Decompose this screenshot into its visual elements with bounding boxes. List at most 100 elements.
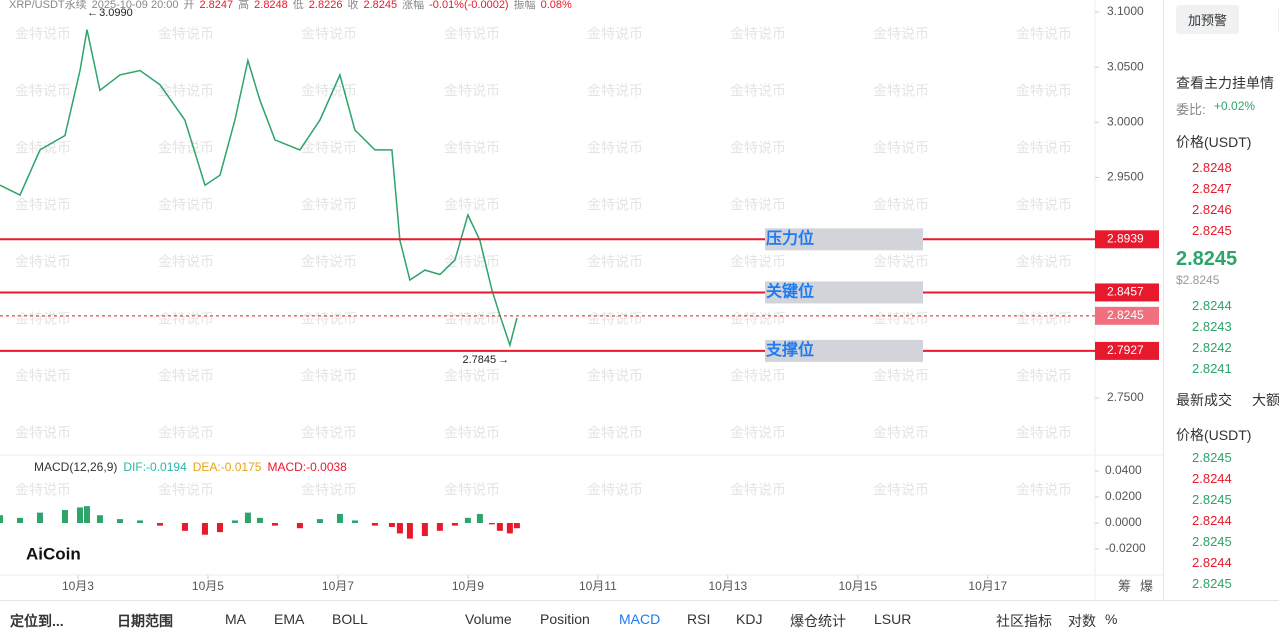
toolbar-item[interactable]: 爆仓统计 [790,613,846,629]
price-tag-label: 2.8939 [1107,231,1144,245]
x-tick-label: 10月13 [708,579,747,593]
toolbar-item[interactable]: 对数 [1068,613,1096,629]
macd-bar [76,507,83,524]
tab[interactable]: 大额 [1252,392,1279,408]
ask-price: 2.8246 [1192,202,1232,217]
column-header: 价格(USDT) [1176,134,1252,150]
watermark: 金特说币 [1016,254,1072,270]
high-label: 3.0990 [99,7,133,19]
watermark: 金特说币 [301,83,357,99]
watermark: 金特说币 [444,368,500,384]
header: XRP/USDT永续 2025-10-09 20:00 开 2.8247 高 2.8248… [9,0,572,11]
toolbar-item[interactable]: 日期范围 [117,613,173,629]
level-name: 压力位 [766,229,814,248]
macd-field: MACD:-0.0038 [267,460,347,474]
trade-price: 2.8245 [1192,534,1232,549]
y-tick-label: 3.1000 [1107,4,1144,18]
watermark: 金特说币 [15,254,71,270]
toolbar-item[interactable]: KDJ [736,611,763,627]
watermark: 金特说币 [444,140,500,156]
watermark: 金特说币 [730,425,786,441]
tab[interactable]: 最新成交 [1176,392,1232,408]
price-tag [1095,341,1159,360]
y-tick-label: 0.0400 [1105,463,1142,477]
macd-bar [256,517,263,524]
macd-bar [116,519,123,524]
watermark: 金特说币 [1016,368,1072,384]
watermark: 金特说币 [301,254,357,270]
watermark: 金特说币 [15,197,71,213]
macd-bar [0,515,3,524]
x-tick-label: 10月3 [62,579,94,593]
header-field: 2025-10-09 20:00 [92,0,179,11]
ask-price: 2.8245 [1192,223,1232,238]
watermark: 金特说币 [873,197,929,213]
macd-bar [336,513,343,524]
bid-price: 2.8242 [1192,340,1232,355]
toolbar-item[interactable]: Position [540,611,590,627]
watermark: 金特说币 [158,482,214,498]
y-tick-label: -0.0200 [1105,541,1146,555]
watermark: 金特说币 [158,26,214,42]
toolbar-item[interactable]: MA [225,611,246,627]
watermark: 金特说币 [730,26,786,42]
watermark: 金特说币 [730,311,786,327]
arrow: → [498,354,509,366]
watermark: 金特说币 [1016,197,1072,213]
watermark: 金特说币 [730,83,786,99]
macd-bar [506,523,513,534]
watermark: 金特说币 [15,26,71,42]
watermark: 金特说币 [587,311,643,327]
header-field: XRP/USDT永续 [9,0,87,11]
watermark: 金特说币 [158,425,214,441]
x-tick-label: 10月15 [838,579,877,593]
price-tag-label: 2.8457 [1107,285,1144,299]
price-tag [1095,230,1159,249]
x-tick-label: 10月11 [579,579,617,593]
toolbar-item[interactable]: Volume [465,611,512,627]
corner-label: 筹 [1118,578,1131,593]
arrow: ← [87,7,98,19]
toolbar-item[interactable]: EMA [274,611,305,627]
watermark: 金特说币 [873,368,929,384]
watermark: 金特说币 [301,311,357,327]
watermark: 金特说币 [873,140,929,156]
watermark: 金特说币 [730,254,786,270]
watermark: 金特说币 [1016,26,1072,42]
bid-price: 2.8241 [1192,361,1232,376]
macd-bar [396,523,403,534]
watermark: 金特说币 [587,26,643,42]
macd-bar [421,523,428,537]
toolbar-item[interactable]: 社区指标 [996,613,1052,629]
y-tick-label: 2.9500 [1107,170,1144,184]
macd-bar [488,523,495,525]
watermark: 金特说币 [15,482,71,498]
macd-bar [83,506,90,524]
toolbar-item[interactable]: BOLL [332,611,368,627]
level-box [765,281,923,304]
watermark: 金特说币 [158,83,214,99]
toolbar-item[interactable]: LSUR [874,611,912,627]
watermark: 金特说币 [301,482,357,498]
toolbar-item[interactable]: % [1105,611,1118,627]
toolbar-item[interactable]: 定位到... [10,613,64,629]
trade-price: 2.8244 [1192,513,1232,528]
button[interactable]: 加预警 [1176,5,1240,34]
watermark: 金特说币 [444,425,500,441]
macd-bar [156,523,163,526]
ask-price: 2.8247 [1192,181,1232,196]
x-tick-label: 10月5 [192,579,224,593]
watermark: 金特说币 [873,311,929,327]
header-field: 0.08% [541,0,572,11]
bid-price: 2.8243 [1192,319,1232,334]
macd-bar [406,523,413,539]
toolbar-item[interactable]: RSI [687,611,711,627]
toolbar-item[interactable]: MACD [619,611,661,627]
watermark: 金特说币 [158,368,214,384]
level-name: 支撑位 [765,340,814,359]
watermark: 金特说币 [1016,140,1072,156]
watermark: 金特说币 [730,197,786,213]
logo: AiCoin [26,544,81,563]
macd-bar [17,517,24,524]
last-usd: $2.8245 [1176,273,1220,287]
